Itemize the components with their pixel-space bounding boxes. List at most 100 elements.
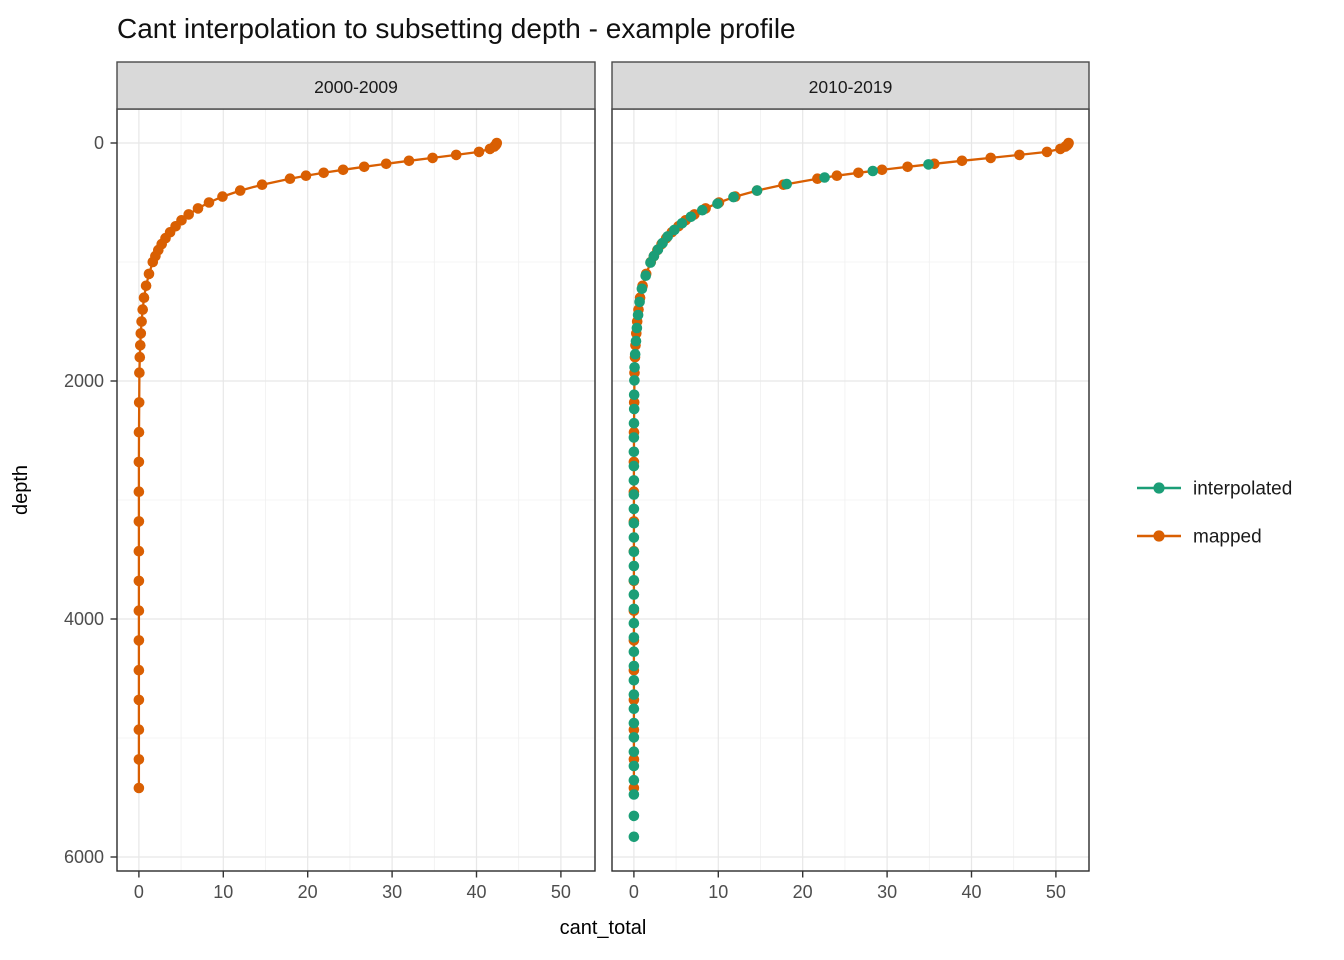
chart-title: Cant interpolation to subsetting depth -…: [117, 13, 796, 44]
data-point-mapped: [337, 164, 349, 176]
data-point-interpolated: [628, 603, 640, 615]
data-point-mapped: [403, 155, 415, 167]
data-point-interpolated: [781, 178, 792, 190]
data-point-mapped: [137, 304, 148, 315]
data-point-interpolated: [923, 159, 934, 170]
data-point-interpolated: [628, 689, 640, 700]
data-point-mapped: [133, 635, 145, 646]
data-point-interpolated: [628, 703, 640, 715]
data-point-mapped: [138, 292, 150, 304]
data-point-mapped: [133, 782, 145, 794]
y-tick-label: 4000: [64, 609, 104, 629]
x-tick-label: 10: [213, 882, 233, 902]
data-point-interpolated: [628, 746, 640, 757]
data-point-mapped: [217, 191, 228, 202]
data-point-mapped: [1055, 143, 1066, 155]
data-point-interpolated: [628, 475, 640, 486]
data-point-mapped: [902, 161, 913, 173]
data-point-mapped: [134, 367, 145, 379]
data-point-interpolated: [628, 417, 640, 429]
data-point-interpolated: [751, 185, 763, 196]
data-point-mapped: [956, 155, 968, 167]
data-point-mapped: [133, 724, 145, 735]
data-point-mapped: [133, 486, 145, 498]
data-point-mapped: [134, 351, 146, 363]
data-point-interpolated: [629, 375, 640, 386]
data-point-interpolated: [628, 660, 640, 672]
data-point-interpolated: [628, 617, 640, 629]
data-point-mapped: [133, 456, 145, 468]
data-point-interpolated: [712, 198, 723, 209]
data-point-interpolated: [628, 632, 640, 643]
data-point-mapped: [1041, 146, 1053, 158]
data-point-interpolated: [628, 489, 640, 500]
data-point-mapped: [133, 694, 145, 706]
data-point-interpolated: [728, 191, 739, 203]
data-point-mapped: [133, 545, 145, 557]
data-point-mapped: [985, 152, 996, 164]
data-point-mapped: [183, 209, 194, 220]
y-tick-label: 0: [94, 133, 104, 153]
data-point-interpolated: [645, 257, 656, 268]
data-point-mapped: [133, 426, 145, 438]
data-point-mapped: [427, 152, 438, 164]
data-point-mapped: [133, 575, 145, 587]
data-point-mapped: [1014, 149, 1025, 161]
data-point-mapped: [876, 164, 888, 176]
data-point-interpolated: [628, 575, 640, 586]
facet-panel: 2010-2019 0 10 20 30 40 50: [611, 61, 1090, 902]
data-point-interpolated: [628, 432, 640, 443]
facet-strip: [116, 61, 596, 110]
facet-strip-label: 2000-2009: [314, 77, 398, 97]
legend-key-point: [1153, 530, 1165, 542]
data-point-interpolated: [630, 335, 642, 347]
data-point-interpolated: [697, 204, 708, 216]
legend-label: mapped: [1193, 527, 1262, 548]
data-point-mapped: [203, 197, 215, 208]
x-tick-label: 30: [877, 882, 897, 902]
panel-background: [117, 109, 595, 871]
data-point-mapped: [133, 664, 145, 676]
data-point-interpolated: [628, 760, 640, 772]
legend-label: interpolated: [1193, 479, 1292, 500]
data-point-mapped: [450, 149, 462, 161]
data-point-mapped: [284, 173, 296, 184]
data-point-interpolated: [640, 270, 651, 282]
data-point-mapped: [133, 754, 145, 765]
data-point-interpolated: [631, 322, 643, 334]
data-point-mapped: [147, 256, 159, 268]
legend-entry: mapped: [1137, 527, 1262, 548]
data-point-interpolated: [628, 675, 640, 686]
facet-panel: 2000-2009 0 10 20 30 40 50: [116, 61, 596, 902]
data-point-interpolated: [676, 218, 688, 229]
data-point-interpolated: [636, 283, 648, 295]
facet-strip: [611, 61, 1090, 110]
data-point-interpolated: [629, 362, 640, 373]
data-point-interpolated: [628, 460, 640, 472]
data-point-mapped: [133, 516, 145, 527]
data-point-interpolated: [628, 589, 640, 600]
facet-strip-label: 2010-2019: [809, 77, 893, 97]
data-point-mapped: [256, 179, 268, 190]
data-point-mapped: [192, 203, 204, 214]
x-tick-label: 10: [708, 882, 728, 902]
data-point-interpolated: [685, 211, 697, 223]
data-point-mapped: [135, 328, 147, 339]
data-point-mapped: [143, 268, 155, 280]
data-point-interpolated: [628, 532, 640, 543]
data-point-mapped: [380, 158, 392, 170]
data-point-mapped: [358, 161, 370, 173]
data-point-mapped: [135, 340, 146, 351]
data-point-interpolated: [628, 389, 640, 401]
data-point-interpolated: [819, 172, 830, 183]
x-tick-label: 0: [629, 882, 639, 902]
data-point-mapped: [484, 143, 496, 155]
data-point-interpolated: [628, 446, 640, 458]
data-point-interpolated: [634, 296, 645, 308]
x-tick-label: 40: [961, 882, 981, 902]
x-tick-label: 40: [466, 882, 486, 902]
x-tick-label: 50: [551, 882, 571, 902]
data-point-interpolated: [628, 403, 640, 415]
y-tick-label: 2000: [64, 371, 104, 391]
